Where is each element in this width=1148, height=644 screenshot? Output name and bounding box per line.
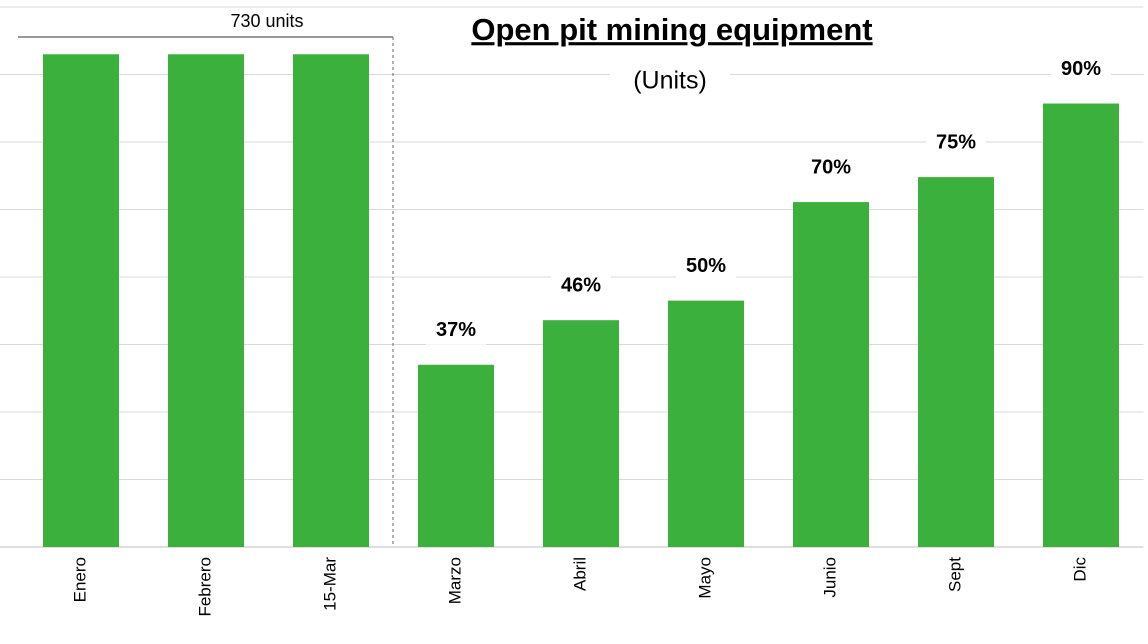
bar	[293, 54, 369, 547]
label-backing	[426, 316, 486, 345]
value-label: 46%	[561, 274, 601, 296]
bar	[418, 364, 494, 547]
x-tick-label: Dic	[1070, 557, 1089, 582]
label-backing	[1051, 55, 1111, 84]
annotation: 730 units	[230, 11, 303, 31]
x-tick-label: Junio	[820, 557, 839, 598]
x-tick-label: Enero	[70, 557, 89, 602]
label-backing	[676, 252, 736, 281]
x-tick-label: Mayo	[695, 557, 714, 599]
bar	[168, 54, 244, 547]
chart-title: Open pit mining equipment	[471, 12, 872, 47]
value-label: 37%	[436, 319, 476, 341]
value-label: 70%	[811, 156, 851, 178]
chart-subtitle: (Units)	[633, 67, 707, 95]
bar	[43, 54, 119, 547]
value-label: 75%	[936, 131, 976, 153]
bar	[918, 177, 994, 547]
bar	[793, 202, 869, 547]
x-tick-label: Febrero	[195, 557, 214, 617]
bar	[543, 320, 619, 547]
value-label: 90%	[1061, 58, 1101, 80]
x-tick-label: Marzo	[445, 557, 464, 604]
value-label: 50%	[686, 255, 726, 277]
x-tick-label: Abril	[570, 557, 589, 591]
label-backing	[926, 129, 986, 158]
bar	[668, 300, 744, 547]
bar	[1043, 103, 1119, 548]
subtitle-backing	[610, 64, 730, 98]
x-tick-label: Sept	[945, 557, 964, 592]
label-backing	[801, 154, 861, 183]
x-tick-label: 15-Mar	[320, 557, 339, 611]
label-backing	[551, 272, 611, 301]
title-backing	[425, 8, 920, 52]
